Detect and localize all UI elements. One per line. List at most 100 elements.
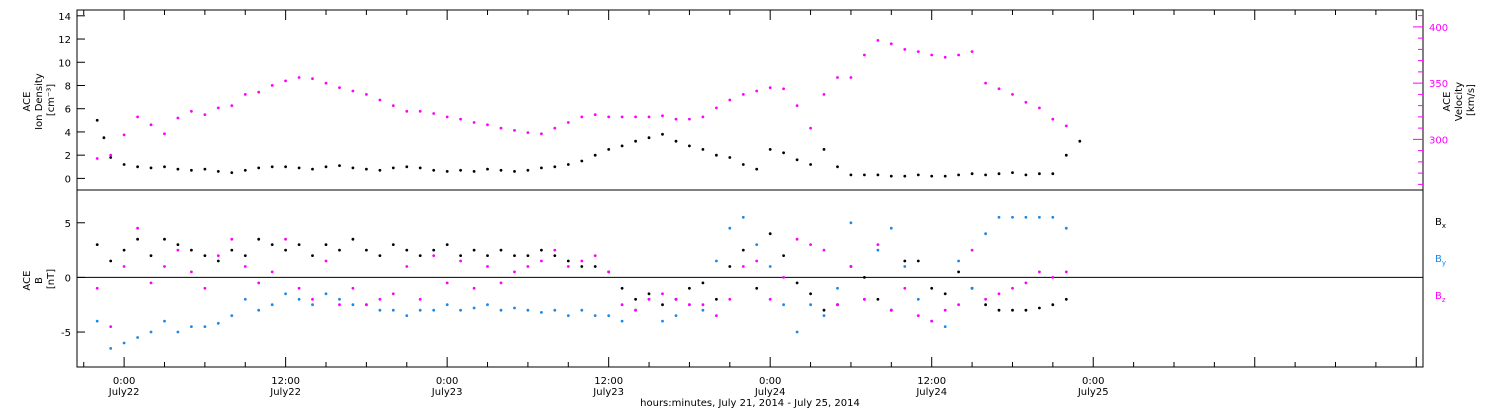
density-point-51: [768, 148, 772, 151]
legend-bz: Bz: [1435, 291, 1446, 304]
by-point-16: [311, 303, 314, 307]
date-tick-label-1: July22: [269, 387, 301, 398]
density-point-44: [674, 139, 678, 143]
bx-point-3: [136, 237, 140, 241]
by-point-68: [1011, 215, 1014, 219]
velocity-point-22: [391, 104, 395, 107]
b-axis-label-line3: [nT]: [46, 269, 57, 289]
bx-point-11: [243, 254, 247, 257]
bz-point-50: [768, 297, 772, 301]
density-point-62: [916, 173, 920, 177]
velocity-axis-label-line1: ACE: [1442, 92, 1453, 112]
bx-point-19: [351, 237, 355, 241]
by-point-59: [889, 226, 893, 230]
time-tick-label-2: 0:00: [436, 376, 458, 387]
density-point-47: [715, 153, 718, 157]
density-point-40: [620, 144, 624, 148]
density-point-3: [122, 163, 126, 166]
bz-point-4: [149, 281, 153, 285]
by-point-71: [1051, 215, 1055, 219]
by-point-4: [149, 330, 153, 334]
date-tick-label-6: July25: [1077, 387, 1109, 398]
velocity-point-39: [620, 115, 624, 119]
legend-by: By: [1435, 254, 1446, 267]
bx-point-33: [540, 248, 543, 252]
velocity-point-19: [351, 89, 355, 93]
bz-point-67: [997, 292, 1001, 296]
velocity-point-16: [311, 77, 314, 80]
density-point-48: [728, 156, 732, 159]
bz-point-53: [809, 243, 812, 247]
bz-point-31: [513, 270, 516, 274]
bz-point-44: [688, 303, 691, 307]
by-point-49: [755, 243, 759, 247]
density-point-61: [903, 174, 907, 178]
date-tick-label-0: July22: [108, 387, 140, 398]
density-point-11: [230, 171, 234, 175]
density-axis-label-line2: Ion Density: [34, 73, 45, 130]
bx-point-26: [445, 243, 449, 247]
time-tick-label-4: 0:00: [759, 376, 781, 387]
magnetic-points: [95, 215, 1068, 350]
bz-point-32: [526, 265, 530, 268]
by-point-48: [741, 215, 745, 219]
velocity-point-3: [136, 115, 140, 119]
bz-point-12: [257, 281, 261, 285]
bz-point-69: [1024, 281, 1028, 285]
density-point-35: [553, 165, 557, 169]
velocity-point-61: [916, 50, 920, 53]
bz-point-22: [391, 292, 395, 296]
velocity-point-2: [122, 133, 126, 137]
density-point-22: [378, 168, 382, 172]
b-tick-label-2: 5: [65, 219, 71, 230]
velocity-point-45: [701, 115, 705, 119]
by-point-9: [216, 321, 220, 325]
velocity-point-65: [970, 50, 974, 53]
bx-point-20: [365, 248, 368, 252]
velocity-point-55: [836, 76, 839, 79]
bx-point-67: [997, 308, 1001, 312]
by-point-31: [513, 306, 516, 310]
by-point-8: [203, 325, 207, 328]
time-tick-label-3: 12:00: [594, 376, 623, 387]
density-tick-label-6: 12: [58, 35, 71, 46]
bx-point-32: [526, 254, 530, 257]
bz-point-11: [243, 265, 247, 268]
by-point-56: [849, 221, 853, 225]
density-tick-label-4: 8: [65, 81, 71, 92]
bx-point-23: [405, 248, 409, 252]
bz-point-63: [943, 308, 947, 312]
density-point-17: [311, 167, 314, 171]
density-point-41: [634, 139, 637, 143]
bz-point-28: [472, 286, 476, 290]
bx-point-24: [418, 254, 422, 257]
velocity-point-21: [378, 98, 382, 102]
density-point-33: [526, 168, 530, 172]
by-point-38: [607, 314, 611, 317]
time-tick-label-1: 12:00: [271, 376, 300, 387]
bx-point-47: [728, 265, 732, 268]
bz-point-72: [1064, 270, 1068, 274]
bx-point-39: [620, 286, 624, 290]
density-point-38: [593, 153, 597, 157]
bx-point-49: [755, 286, 759, 290]
by-point-46: [715, 259, 718, 263]
by-point-52: [795, 330, 799, 334]
bz-point-30: [499, 281, 503, 285]
by-point-67: [997, 215, 1001, 219]
velocity-point-64: [957, 53, 960, 57]
density-point-4: [136, 165, 140, 169]
density-point-66: [970, 172, 974, 176]
bz-point-55: [836, 303, 839, 307]
bx-point-18: [338, 248, 341, 252]
density-point-46: [701, 148, 705, 151]
velocity-point-17: [324, 81, 328, 85]
bz-point-41: [647, 297, 651, 301]
by-point-39: [620, 319, 624, 323]
density-point-71: [1038, 172, 1041, 176]
density-point-23: [391, 166, 395, 170]
bx-point-31: [513, 254, 516, 257]
velocity-point-40: [634, 115, 637, 119]
bz-point-27: [459, 259, 462, 263]
velocity-point-11: [243, 93, 247, 96]
